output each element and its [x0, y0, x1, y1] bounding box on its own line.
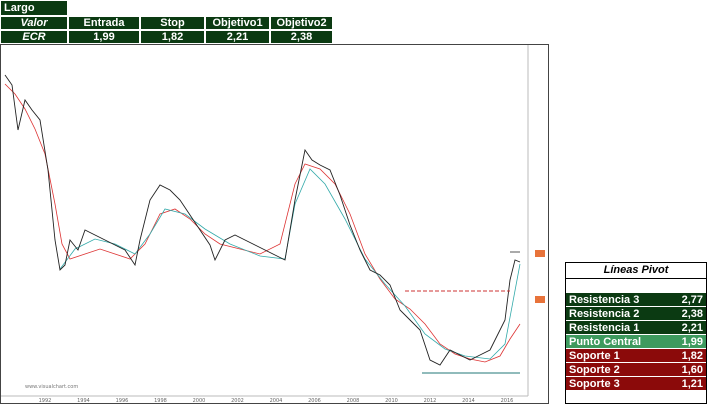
pivot-label: Punto Central — [569, 335, 642, 348]
pivot-value: 1,99 — [681, 335, 703, 348]
x-tick-label: 2002 — [231, 398, 244, 404]
pivot-label: Resistencia 2 — [569, 307, 640, 320]
value-cell: 2,38 — [270, 30, 333, 44]
watermark: www.visualchart.com — [25, 384, 78, 390]
header-cell: Objetivo1 — [205, 16, 270, 30]
header-cell: Entrada — [68, 16, 140, 30]
pivot-row: Soporte 2 1,60 — [566, 363, 706, 377]
header-cell: Stop — [140, 16, 205, 30]
price-line — [4, 74, 521, 366]
moving-average — [4, 83, 521, 363]
moving-average — [59, 168, 521, 360]
pivot-row: Soporte 3 1,21 — [566, 377, 706, 391]
pivot-value: 2,38 — [681, 307, 703, 320]
value-cell: ECR — [0, 30, 68, 44]
x-tick-label: 2004 — [270, 398, 283, 404]
price-tag — [535, 296, 545, 303]
header-cell: Objetivo2 — [270, 16, 333, 30]
pivot-value: 2,21 — [681, 321, 703, 334]
pivot-row: Punto Central 1,99 — [566, 335, 706, 349]
pivot-label: Resistencia 1 — [569, 321, 640, 334]
pivot-value: 1,60 — [681, 363, 703, 376]
pivot-row: Soporte 1 1,82 — [566, 349, 706, 363]
pivot-label: Soporte 2 — [569, 363, 620, 376]
price-chart: www.visualchart.com 1992 1994 1996 1998 2000… — [0, 44, 549, 404]
pivot-title: Líneas Pivot — [566, 263, 706, 279]
pivot-label: Soporte 1 — [569, 349, 620, 362]
x-tick-label: 2000 — [193, 398, 206, 404]
x-tick-label: 2010 — [385, 398, 398, 404]
pivot-row: Resistencia 3 2,77 — [566, 293, 706, 307]
pivot-label: Soporte 3 — [569, 377, 620, 390]
pivot-value: 2,77 — [681, 293, 703, 306]
x-tick-label: 2012 — [424, 398, 437, 404]
x-tick-label: 2014 — [462, 398, 475, 404]
x-axis: 1992 1994 1996 1998 2000 2002 2004 2006 2008 2010… — [39, 398, 514, 404]
pivot-table: Líneas Pivot Resistencia 3 2,77 Resistenci… — [565, 262, 707, 404]
x-tick-label: 1992 — [39, 398, 52, 404]
x-tick-label: 2008 — [347, 398, 360, 404]
pivot-row: Resistencia 2 2,38 — [566, 307, 706, 321]
value-cell: 1,82 — [140, 30, 205, 44]
value-cell: 1,99 — [68, 30, 140, 44]
x-tick-label: 2016 — [501, 398, 514, 404]
chart-frame — [0, 44, 549, 404]
pivot-label: Resistencia 3 — [569, 293, 640, 306]
blank-row — [566, 279, 706, 293]
header-cell: Valor — [0, 16, 68, 30]
pivot-rows: Resistencia 3 2,77 Resistencia 2 2,38 Resist… — [566, 293, 706, 391]
x-tick-label: 1998 — [154, 398, 167, 404]
pivot-value: 1,82 — [681, 349, 703, 362]
value-cell: 2,21 — [205, 30, 270, 44]
title-cell: Largo — [0, 0, 68, 16]
x-tick-label: 1996 — [116, 398, 129, 404]
pivot-value: 1,21 — [681, 377, 703, 390]
x-tick-label: 2006 — [308, 398, 321, 404]
price-tag — [535, 250, 545, 257]
x-tick-label: 1994 — [77, 398, 90, 404]
pivot-row: Resistencia 1 2,21 — [566, 321, 706, 335]
